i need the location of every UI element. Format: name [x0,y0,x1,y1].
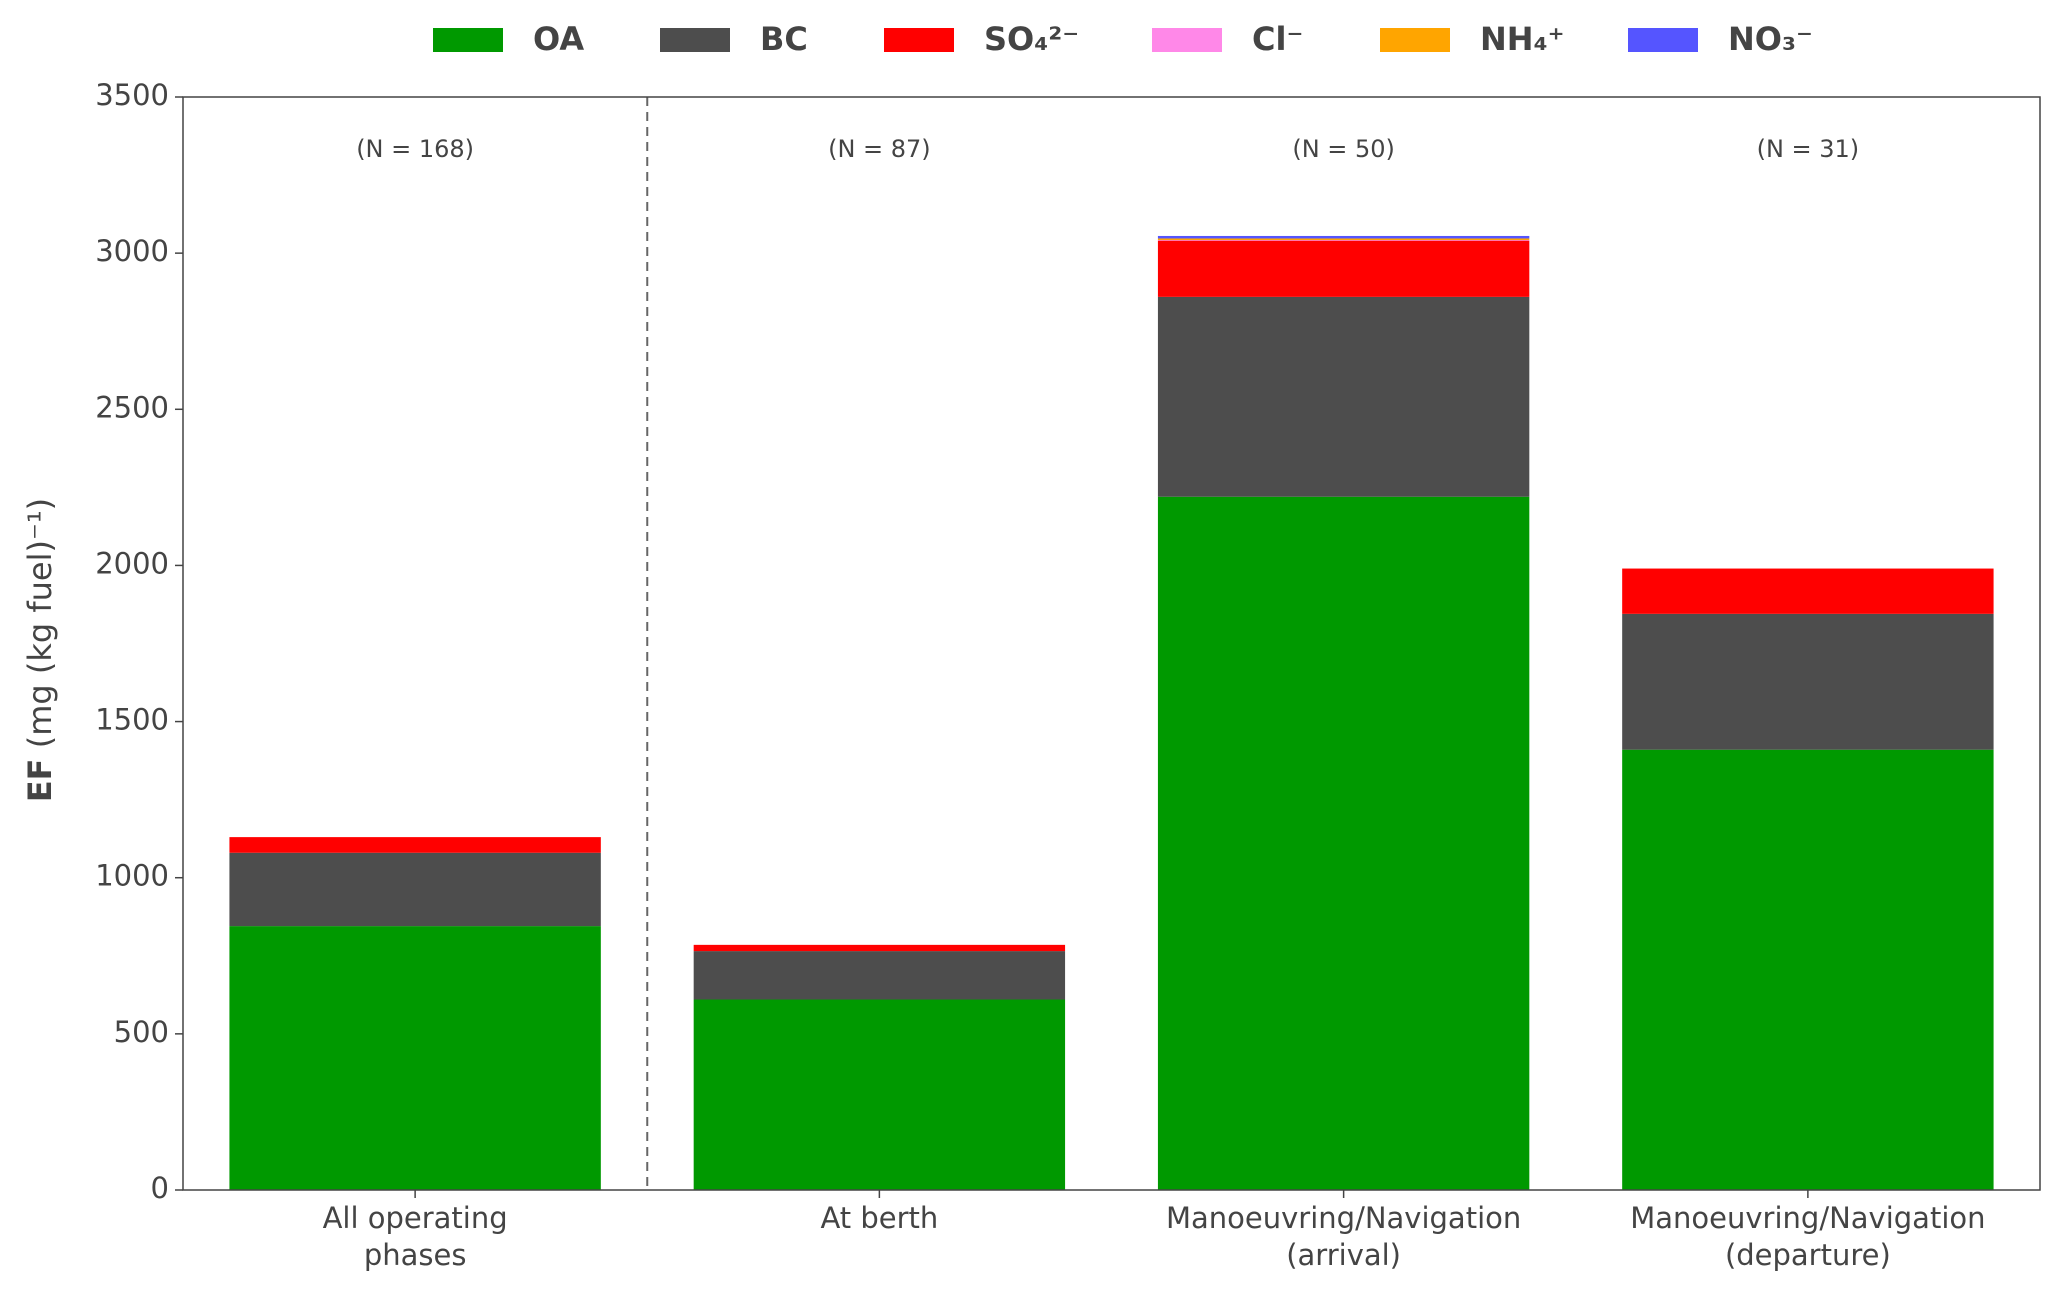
legend-swatch [1152,28,1222,52]
annotation: (N = 87) [828,135,931,163]
bar-segment [693,951,1066,1000]
bar-segment [1157,235,1530,239]
y-label-bold: EF [21,758,59,802]
legend-swatch [884,28,954,52]
y-tick-label: 500 [114,1015,169,1049]
y-tick-label: 1000 [95,859,169,893]
y-label: EF (mg (kg fuel)⁻¹) [21,498,59,802]
y-label-rest: (mg (kg fuel)⁻¹) [21,498,59,748]
y-tick-label: 3000 [95,234,169,268]
bar-segment [229,926,601,1190]
legend-label: OA [533,20,584,58]
bar-segment [229,852,601,927]
legend-swatch [433,28,503,52]
legend-label: BC [760,20,808,58]
legend-label: NH₄⁺ [1480,20,1564,58]
legend-label: Cl⁻ [1252,20,1303,58]
annotation: (N = 168) [356,135,474,163]
bar-segment [229,837,601,853]
legend-label: SO₄²⁻ [984,20,1079,58]
y-tick-label: 2500 [95,390,169,424]
legend-swatch [1380,28,1450,52]
annotation: (N = 50) [1292,135,1395,163]
bar-segment [1622,749,1994,1190]
bar-segment [1622,568,1994,614]
y-tick-label: 0 [151,1171,169,1205]
y-tick-label: 2000 [95,546,169,580]
bar-segment [1622,613,1994,750]
x-tick-label: (arrival) [1286,1238,1401,1272]
legend-swatch [1628,28,1698,52]
x-tick-label: Manoeuvring/Navigation [1166,1201,1521,1235]
bar-segment [1157,240,1530,297]
y-tick-label: 1500 [95,703,169,737]
x-tick-label: phases [364,1238,467,1272]
x-tick-label: (departure) [1725,1238,1891,1272]
legend-swatch [660,28,730,52]
plot-frame [182,96,2041,1191]
bar-segment [693,999,1066,1190]
legend-label: NO₃⁻ [1728,20,1813,58]
y-tick-label: 3500 [95,78,169,112]
bar-segment [1157,238,1530,241]
bar-segment [693,944,1066,952]
annotation: (N = 31) [1757,135,1860,163]
x-tick-label: Manoeuvring/Navigation [1630,1201,1985,1235]
bar-segment [1157,240,1530,241]
bar-segment [1157,496,1530,1190]
bar-segment [1157,296,1530,497]
x-tick-label: All operating [323,1201,508,1235]
x-tick-label: At berth [820,1201,938,1235]
